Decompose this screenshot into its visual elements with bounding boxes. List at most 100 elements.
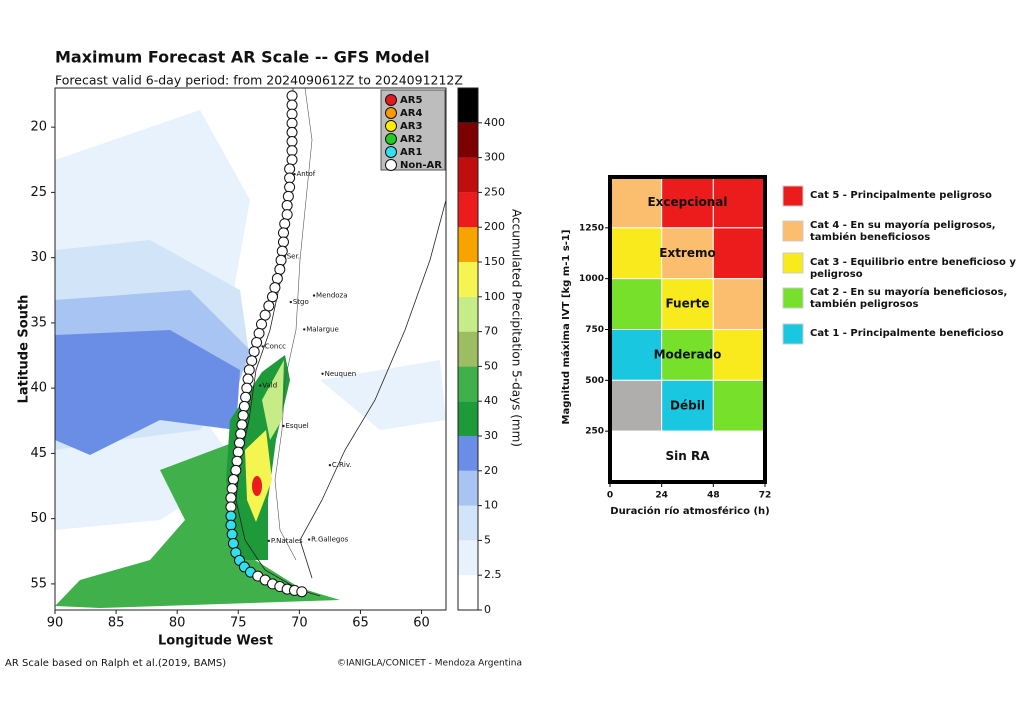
y-tick-label: 20 <box>30 120 47 135</box>
scale-row-label: Moderado <box>654 347 722 361</box>
legend-label: Non-AR <box>400 160 442 171</box>
track-point <box>284 172 296 184</box>
scale-y-tick-label: 750 <box>585 325 604 335</box>
scale-cell <box>661 329 714 381</box>
colorbar-tick-label: 300 <box>484 151 505 164</box>
scale-x-tick-label: 24 <box>655 491 668 501</box>
track-point <box>296 586 308 598</box>
city-dot <box>307 538 311 541</box>
map-subtitle: Forecast valid 6-day period: from 202409… <box>55 73 463 88</box>
track-point <box>225 510 237 522</box>
scale-cell <box>712 379 766 432</box>
city-label: C.Riv. <box>332 461 352 469</box>
track-point <box>286 136 298 148</box>
city-dot <box>267 539 271 543</box>
scale-legend-item: Cat 3 - Equilibrio entre beneficioso y p… <box>810 257 1016 280</box>
track-point <box>286 154 298 166</box>
legend-marker <box>385 159 397 171</box>
scale-legend-label: Cat 3 - Equilibrio entre beneficioso y p… <box>810 257 1016 280</box>
city-label: P.Natales <box>271 537 303 545</box>
track-point <box>266 291 278 303</box>
scale-cell <box>609 227 663 280</box>
city-dot <box>261 345 264 348</box>
credit-left: AR Scale based on Ralph et al.(2019, BAM… <box>5 658 226 669</box>
scale-y-tick-label: 250 <box>585 427 604 437</box>
colorbar-tick-label: 250 <box>484 185 505 198</box>
track-point <box>284 163 296 175</box>
y-tick-label: 45 <box>30 446 47 461</box>
precip-area <box>245 430 272 522</box>
map-frame <box>54 87 447 611</box>
track-point <box>274 263 286 275</box>
city-dot <box>328 463 332 467</box>
scale-cell <box>609 379 663 432</box>
track-point <box>286 90 298 102</box>
track-point <box>226 528 238 540</box>
x-tick-label: 75 <box>230 616 247 631</box>
track-point <box>271 273 283 285</box>
track-point <box>241 382 253 394</box>
track-point <box>255 318 267 330</box>
colorbar-tick-label: 70 <box>484 325 498 338</box>
track-point <box>286 108 298 120</box>
colorbar-band <box>458 227 478 262</box>
colorbar-band <box>458 540 478 576</box>
track-point <box>240 391 252 403</box>
x-tick-label: 85 <box>108 616 125 631</box>
scale-legend-swatch <box>782 220 804 242</box>
scale-legend-item: Cat 5 - Principalmente peligroso <box>810 190 992 201</box>
precip-area <box>55 330 240 455</box>
track-point <box>231 455 243 467</box>
city-label: Concc <box>265 342 286 350</box>
scale-cell <box>712 278 766 330</box>
track-point <box>237 410 249 422</box>
legend-marker <box>385 133 397 145</box>
city-label: Malargue <box>306 325 339 333</box>
border <box>274 87 313 561</box>
scale-x-tick-label: 72 <box>759 491 772 501</box>
colorbar-band <box>458 262 478 297</box>
scale-x-tick-label: 48 <box>707 491 720 501</box>
scale-x-tick-label: 0 <box>607 491 613 501</box>
track-point <box>276 245 288 257</box>
y-axis-label: Latitude South <box>17 295 32 404</box>
colorbar-tick-label: 30 <box>484 429 498 442</box>
track-point <box>259 309 271 321</box>
track-point <box>279 218 291 230</box>
scale-legend-swatch <box>782 323 804 345</box>
colorbar-tick-label: 100 <box>484 290 505 303</box>
track-point <box>282 190 294 202</box>
track-point <box>286 145 298 157</box>
colorbar-tick-label: 400 <box>484 116 505 129</box>
legend-label: AR4 <box>400 108 422 119</box>
scale-legend-item: Cat 2 - En su mayoría beneficiosos, tamb… <box>810 287 1008 310</box>
scale-x-label: Duración río atmosférico (h) <box>610 505 769 517</box>
track-point <box>230 464 242 476</box>
legend-label: AR3 <box>400 121 422 132</box>
track-point <box>251 336 263 348</box>
scale-cell <box>661 379 714 432</box>
y-tick-label: 40 <box>30 381 47 396</box>
legend-marker <box>385 146 397 158</box>
legend-label: AR1 <box>400 147 422 158</box>
city-label: Esquel <box>285 422 308 430</box>
colorbar-label: Accumulated Precipitation 5-days (mm) <box>510 209 524 447</box>
track-point <box>263 300 275 312</box>
scale-legend-label: Cat 2 - En su mayoría beneficiosos, tamb… <box>810 287 1008 310</box>
city-label: Neuquen <box>325 370 357 378</box>
legend-label: AR5 <box>400 95 422 106</box>
scale-frame <box>608 175 767 484</box>
scale-cell <box>609 430 663 483</box>
colorbar-band <box>458 296 478 332</box>
track-point <box>286 117 298 129</box>
colorbar-tick-label: 2.5 <box>484 568 502 581</box>
city-dot <box>312 294 316 297</box>
legend-marker <box>385 107 397 119</box>
colorbar-tick-label: 5 <box>484 533 491 546</box>
track-point <box>227 474 239 485</box>
colorbar-band <box>458 88 478 123</box>
colorbar-band <box>458 192 478 228</box>
track-point <box>284 181 296 193</box>
x-tick-label: 60 <box>413 616 430 631</box>
